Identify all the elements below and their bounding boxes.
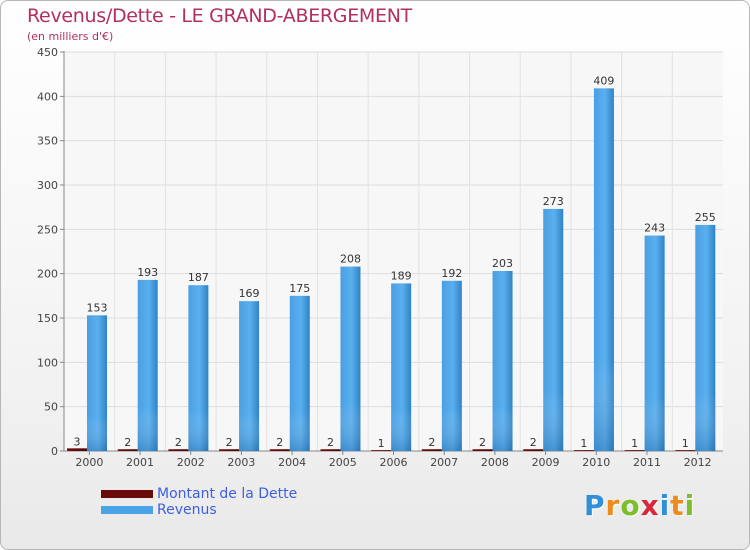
data-label-dette: 1 [378, 437, 385, 450]
bar-revenus-shade [441, 280, 462, 451]
data-label-dette: 2 [479, 436, 486, 449]
data-label-dette: 2 [327, 436, 334, 449]
data-label-revenus: 208 [340, 253, 361, 266]
y-tick-label: 150 [37, 312, 58, 325]
data-label-dette: 2 [530, 436, 537, 449]
legend-label-revenus: Revenus [157, 502, 217, 518]
y-tick-label: 200 [37, 268, 58, 281]
logo-letter: i [684, 489, 696, 522]
data-label-revenus: 409 [593, 74, 614, 87]
logo-letter: r [605, 489, 621, 522]
bar-revenus-shade [289, 295, 310, 451]
y-tick-label: 100 [37, 356, 58, 369]
bar-revenus-shade [239, 301, 260, 451]
x-tick-label: 2002 [177, 456, 205, 469]
data-label-revenus: 153 [87, 301, 108, 314]
logo-letter: t [670, 489, 685, 522]
bar-revenus-shade [391, 283, 412, 451]
x-tick-label: 2012 [684, 456, 712, 469]
data-label-dette: 2 [428, 436, 435, 449]
x-tick-label: 2003 [227, 456, 255, 469]
bar-revenus-shade [340, 266, 361, 451]
bars-layer [67, 88, 716, 451]
legend-label-dette: Montant de la Dette [157, 486, 298, 502]
logo-letter: x [640, 489, 660, 522]
data-label-revenus: 243 [644, 222, 665, 235]
data-label-dette: 1 [682, 437, 689, 450]
y-tick-label: 350 [37, 135, 58, 148]
y-tick-label: 400 [37, 90, 58, 103]
data-label-dette: 1 [631, 437, 638, 450]
bar-dette [67, 448, 87, 451]
chart-title: Revenus/Dette - LE GRAND-ABERGEMENT [27, 5, 412, 27]
bar-dette [371, 450, 392, 451]
data-label-dette: 2 [175, 436, 182, 449]
data-label-revenus: 189 [391, 269, 412, 282]
legend-item-revenus: Revenus [101, 502, 297, 518]
bar-revenus-shade [593, 88, 614, 451]
x-tick-label: 2005 [329, 456, 357, 469]
data-label-dette: 2 [124, 436, 131, 449]
y-tick-label: 250 [37, 223, 58, 236]
labels-layer: 3 153 2 193 2 187 2 169 2 175 2 208 1 189 2 192 2 203 2 273… [74, 74, 716, 450]
bar-revenus-shade [543, 208, 564, 451]
y-tick-label: 450 [37, 46, 58, 59]
proxiti-logo: Proxiti [584, 489, 695, 522]
data-label-revenus: 273 [543, 195, 564, 208]
data-label-dette: 3 [74, 435, 81, 448]
x-tick-label: 2010 [582, 456, 610, 469]
data-label-revenus: 169 [239, 287, 260, 300]
legend-item-dette: Montant de la Dette [101, 486, 297, 502]
bar-dette [675, 450, 696, 451]
x-tick-label: 2004 [278, 456, 306, 469]
bar-dette [219, 449, 240, 451]
bar-revenus-shade [492, 271, 513, 451]
bar-dette [117, 449, 138, 451]
axis-layer: 0 50 100 150 200 250 300 350 400 450 2000 2001 2002 2… [37, 46, 723, 469]
bar-revenus-shade [188, 285, 209, 451]
x-tick-label: 2007 [430, 456, 458, 469]
x-tick-label: 2009 [532, 456, 560, 469]
x-tick-label: 2011 [633, 456, 661, 469]
legend: Montant de la Dette Revenus [101, 486, 297, 518]
bar-dette [269, 449, 290, 451]
data-label-dette: 2 [276, 436, 283, 449]
bar-revenus-shade [87, 315, 107, 451]
data-label-revenus: 175 [289, 282, 310, 295]
data-label-revenus: 192 [441, 267, 462, 280]
logo-letter: P [584, 489, 606, 522]
bar-dette [472, 449, 493, 451]
bar-revenus-shade [644, 235, 665, 451]
data-label-revenus: 187 [188, 271, 209, 284]
y-tick-label: 300 [37, 179, 58, 192]
bar-dette [320, 449, 341, 451]
bar-dette [168, 449, 189, 451]
bar-revenus-shade [137, 279, 158, 451]
logo-letter: i [659, 489, 671, 522]
x-tick-label: 2008 [481, 456, 509, 469]
x-tick-label: 2001 [126, 456, 154, 469]
data-label-revenus: 203 [492, 257, 513, 270]
y-tick-label: 0 [51, 445, 58, 458]
x-tick-label: 2006 [380, 456, 408, 469]
chart-subtitle: (en milliers d'€) [27, 30, 114, 43]
y-tick-label: 50 [44, 401, 58, 414]
data-label-revenus: 193 [137, 266, 158, 279]
logo-letter: o [620, 489, 641, 522]
legend-swatch-dette [101, 490, 153, 498]
bar-dette [421, 449, 442, 451]
bar-dette [573, 450, 594, 451]
legend-swatch-revenus [101, 506, 153, 514]
data-label-revenus: 255 [695, 211, 716, 224]
bar-dette [624, 450, 645, 451]
bar-revenus-shade [695, 224, 716, 451]
data-label-dette: 1 [580, 437, 587, 450]
bar-dette [523, 449, 544, 451]
data-label-dette: 2 [226, 436, 233, 449]
x-tick-label: 2000 [75, 456, 103, 469]
